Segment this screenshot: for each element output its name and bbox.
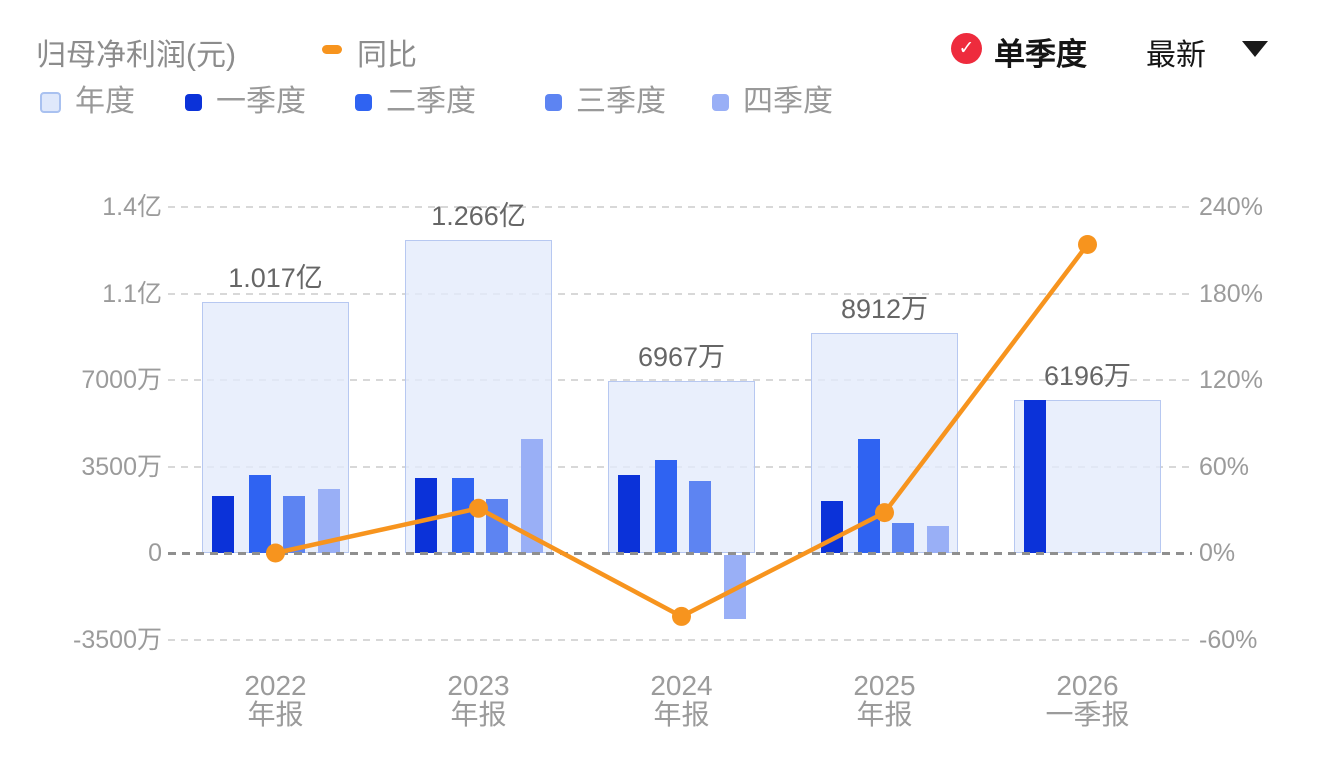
quarter-bar-q1[interactable] [211, 496, 234, 553]
legend-swatch-icon [185, 93, 202, 111]
legend-item-q3[interactable]: 三季度 [545, 86, 666, 118]
quarter-bar-q4[interactable] [927, 526, 949, 553]
legend-swatch-icon [355, 93, 372, 111]
quarter-bar-q1[interactable] [1023, 399, 1046, 553]
left-axis-tick: 1.1亿 [102, 279, 162, 308]
quarter-bar-q4[interactable] [318, 489, 340, 553]
left-axis-tick: 0 [148, 539, 162, 567]
annual-value-label: 6967万 [637, 341, 726, 372]
legend-swatch-icon [545, 93, 562, 111]
legend-item-q1[interactable]: 一季度 [185, 86, 306, 118]
annual-value-label: 1.266亿 [431, 201, 526, 232]
chart-title: 归母净利润(元) [36, 39, 236, 72]
left-axis-tick: -3500万 [73, 625, 162, 654]
quarter-bar-q3[interactable] [689, 481, 711, 553]
single-quarter-label[interactable]: 单季度 [994, 37, 1087, 72]
legend-item-q2[interactable]: 二季度 [355, 86, 476, 118]
yoy-line-legend-icon [322, 45, 342, 54]
legend-label: 年度 [75, 85, 135, 118]
annual-value-label: 1.017亿 [228, 262, 323, 293]
gridline [168, 206, 1192, 208]
yoy-line-legend-label: 同比 [357, 39, 417, 72]
single-quarter-checkbox[interactable]: ✓ [951, 33, 982, 64]
legend-swatch-icon [712, 93, 729, 111]
right-axis-tick: 240% [1199, 193, 1263, 221]
quarter-bar-q2[interactable] [654, 460, 677, 553]
right-axis-tick: 180% [1199, 279, 1263, 308]
right-axis-tick: -60% [1199, 625, 1258, 654]
quarter-bar-q4[interactable] [521, 439, 543, 553]
x-axis-label: 2026 一季报 [1045, 670, 1130, 730]
annual-value-label: 8912万 [840, 293, 929, 324]
left-axis-tick: 3500万 [81, 452, 162, 481]
quarter-bar-q4[interactable] [724, 555, 746, 619]
right-axis-tick: 60% [1199, 452, 1250, 481]
legend-label: 三季度 [576, 85, 666, 118]
legend-label: 四季度 [743, 85, 833, 118]
quarter-bar-q1[interactable] [617, 475, 640, 553]
x-axis-label: 2022 年报 [244, 670, 307, 730]
yoy-data-point[interactable] [672, 606, 691, 626]
right-axis-tick: 120% [1199, 366, 1263, 394]
quarter-bar-q3[interactable] [892, 522, 914, 553]
latest-dropdown-label[interactable]: 最新 [1146, 39, 1206, 72]
left-axis-tick: 7000万 [81, 366, 162, 394]
gridline [168, 638, 1192, 641]
quarter-bar-q1[interactable] [414, 478, 437, 553]
x-axis-label: 2023 年报 [447, 670, 510, 730]
legend-label: 一季度 [216, 85, 306, 118]
annual-value-label: 6196万 [1043, 360, 1132, 391]
legend-label: 二季度 [386, 85, 476, 118]
quarter-bar-q2[interactable] [248, 475, 271, 553]
quarter-bar-q1[interactable] [820, 501, 843, 553]
quarter-bar-q3[interactable] [486, 498, 508, 553]
legend-item-annual[interactable]: 年度 [40, 86, 135, 118]
chevron-down-icon[interactable] [1242, 41, 1268, 57]
quarter-bar-q2[interactable] [857, 439, 880, 553]
quarter-bar-q2[interactable] [451, 478, 474, 553]
legend-swatch-icon [40, 91, 61, 113]
x-axis-label: 2025 年报 [853, 670, 916, 730]
x-axis-label: 2024 年报 [650, 670, 713, 730]
zero-gridline [168, 551, 1192, 555]
right-axis-tick: 0% [1199, 539, 1236, 567]
yoy-data-point[interactable] [1078, 234, 1097, 254]
left-axis-tick: 1.4亿 [102, 193, 162, 221]
legend-item-q4[interactable]: 四季度 [712, 86, 833, 118]
check-icon: ✓ [958, 38, 975, 59]
quarter-bar-q3[interactable] [283, 496, 305, 553]
